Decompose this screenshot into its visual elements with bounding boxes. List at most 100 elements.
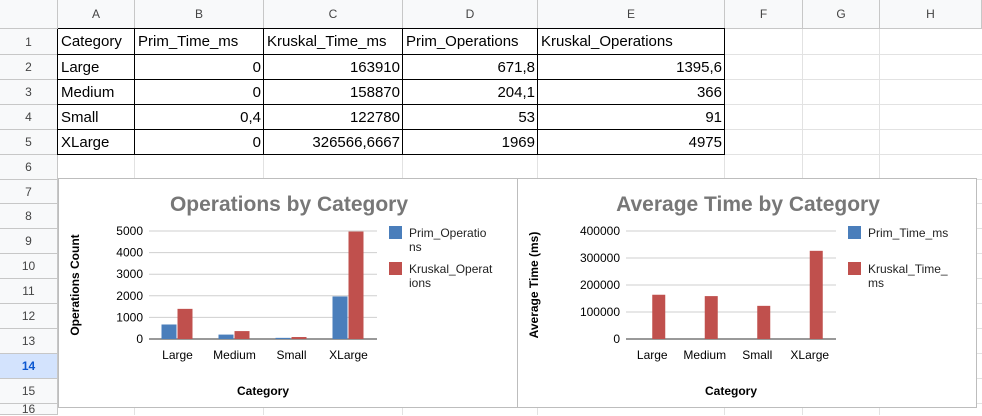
table-cell[interactable]: 163910: [264, 55, 403, 80]
table-border: [58, 104, 725, 105]
row-header-6[interactable]: 6: [0, 155, 58, 180]
column-header-d[interactable]: D: [403, 0, 538, 29]
bar-kruskal-time-ms-small: [757, 306, 770, 339]
bar-prim-operations-xlarge: [333, 296, 348, 339]
y-tick-label: 200000: [580, 278, 620, 292]
table-header-cell[interactable]: Category: [58, 29, 135, 55]
table-border: [58, 79, 725, 80]
table-header-cell[interactable]: Kruskal_Time_ms: [264, 29, 403, 55]
operations-chart-svg: Operations by Category010002000300040005…: [59, 179, 519, 409]
table-cell[interactable]: 204,1: [403, 80, 538, 105]
table-cell[interactable]: Large: [58, 55, 135, 80]
table-cell[interactable]: 1969: [403, 130, 538, 155]
table-header-cell[interactable]: Prim_Time_ms: [135, 29, 264, 55]
table-cell[interactable]: 122780: [264, 105, 403, 130]
chart-title: Average Time by Category: [616, 193, 880, 216]
table-header-cell[interactable]: Prim_Operations: [403, 29, 538, 55]
table-cell[interactable]: 158870: [264, 80, 403, 105]
row-header-8[interactable]: 8: [0, 204, 58, 229]
table-cell[interactable]: 4975: [538, 130, 725, 155]
row-header-5[interactable]: 5: [0, 130, 58, 155]
x-axis-title: Category: [237, 384, 289, 398]
row-header-2[interactable]: 2: [0, 55, 58, 80]
table-cell[interactable]: 671,8: [403, 55, 538, 80]
x-tick-label: Small: [276, 348, 306, 362]
y-tick-label: 100000: [580, 305, 620, 319]
legend-label: ions: [409, 276, 431, 290]
column-header-e[interactable]: E: [538, 0, 725, 29]
bar-kruskal-operations-large: [178, 309, 193, 339]
table-header-cell[interactable]: Kruskal_Operations: [538, 29, 725, 55]
table-border: [57, 29, 58, 155]
table-cell[interactable]: 91: [538, 105, 725, 130]
column-header-f[interactable]: F: [725, 0, 803, 29]
y-tick-label: 1000: [116, 310, 143, 324]
column-header-a[interactable]: A: [58, 0, 135, 29]
row-header-1[interactable]: 1: [0, 29, 58, 55]
table-border: [402, 29, 403, 155]
y-tick-label: 0: [136, 332, 143, 346]
y-tick-label: 300000: [580, 251, 620, 265]
row-header-15[interactable]: 15: [0, 379, 58, 404]
x-tick-label: Medium: [683, 348, 726, 362]
legend-label: Prim_Operatio: [409, 226, 487, 240]
select-all-corner[interactable]: [0, 0, 58, 29]
table-cell[interactable]: 0,4: [135, 105, 264, 130]
row-header-16[interactable]: 16: [0, 404, 58, 415]
y-axis-title: Average Time (ms): [527, 232, 541, 339]
table-cell[interactable]: 326566,6667: [264, 130, 403, 155]
legend-swatch: [848, 226, 861, 239]
bar-kruskal-operations-xlarge: [349, 232, 364, 339]
table-border: [58, 54, 725, 55]
x-tick-label: Large: [637, 348, 668, 362]
legend-label: Prim_Time_ms: [868, 226, 948, 240]
time-chart-svg: Average Time by Category0100000200000300…: [518, 179, 978, 409]
x-tick-label: Medium: [213, 348, 256, 362]
table-cell[interactable]: 366: [538, 80, 725, 105]
column-header-c[interactable]: C: [264, 0, 403, 29]
legend-label: Kruskal_Time_: [868, 262, 948, 276]
x-tick-label: XLarge: [790, 348, 829, 362]
row-header-7[interactable]: 7: [0, 180, 58, 204]
table-border: [537, 29, 538, 155]
table-border: [58, 154, 725, 155]
table-border: [724, 29, 725, 155]
bar-kruskal-operations-medium: [235, 331, 250, 339]
legend-swatch: [389, 262, 402, 275]
bar-kruskal-operations-small: [292, 337, 307, 339]
row-header-4[interactable]: 4: [0, 105, 58, 130]
legend-swatch: [389, 226, 402, 239]
table-cell[interactable]: 0: [135, 55, 264, 80]
row-header-14[interactable]: 14: [0, 354, 58, 379]
row-header-13[interactable]: 13: [0, 329, 58, 354]
table-border: [134, 29, 135, 155]
row-header-11[interactable]: 11: [0, 279, 58, 304]
table-cell[interactable]: 53: [403, 105, 538, 130]
x-axis-title: Category: [705, 384, 757, 398]
table-cell[interactable]: Medium: [58, 80, 135, 105]
x-tick-label: Small: [742, 348, 772, 362]
y-tick-label: 2000: [116, 289, 143, 303]
column-header-g[interactable]: G: [803, 0, 880, 29]
legend-swatch: [848, 262, 861, 275]
bar-kruskal-time-ms-medium: [705, 296, 718, 339]
row-header-3[interactable]: 3: [0, 80, 58, 105]
table-cell[interactable]: 0: [135, 80, 264, 105]
row-header-9[interactable]: 9: [0, 229, 58, 254]
table-cell[interactable]: Small: [58, 105, 135, 130]
row-header-12[interactable]: 12: [0, 304, 58, 329]
column-header-h[interactable]: H: [880, 0, 982, 29]
x-tick-label: XLarge: [329, 348, 368, 362]
table-border: [58, 129, 725, 130]
bar-prim-operations-small: [276, 338, 291, 339]
column-header-b[interactable]: B: [135, 0, 264, 29]
legend-label: ns: [409, 240, 422, 254]
table-cell[interactable]: XLarge: [58, 130, 135, 155]
y-tick-label: 3000: [116, 267, 143, 281]
y-tick-label: 5000: [116, 224, 143, 238]
table-cell[interactable]: 0: [135, 130, 264, 155]
table-cell[interactable]: 1395,6: [538, 55, 725, 80]
row-header-10[interactable]: 10: [0, 254, 58, 279]
